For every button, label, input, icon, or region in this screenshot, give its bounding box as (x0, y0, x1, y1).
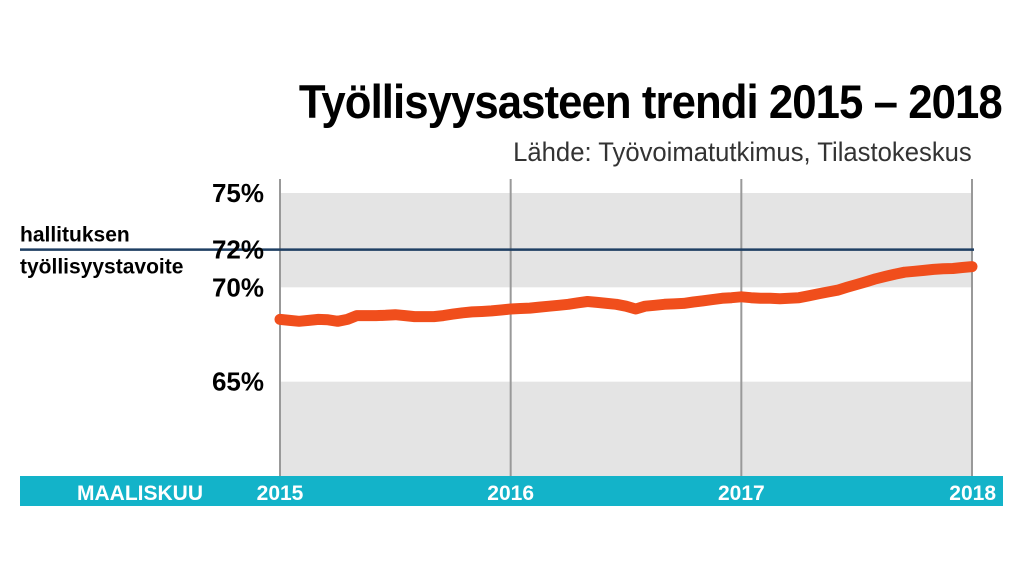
x-start-label: MAALISKUU (77, 482, 203, 505)
x-tick-labels: 2015 2016 2017 2018 (257, 482, 997, 505)
y-tick-label: 72% (212, 235, 264, 265)
grid-bands (280, 193, 972, 476)
x-tick-label: 2015 (257, 482, 304, 505)
target-label-line-2: työllisyystavoite (20, 256, 183, 279)
x-tick-label: 2016 (487, 482, 534, 505)
target-label-line-1: hallituksen (20, 224, 130, 247)
chart-subtitle: Lähde: Työvoimatutkimus, Tilastokeskus (513, 137, 972, 167)
x-tick-label: 2017 (718, 482, 765, 505)
chart-title: Työllisyysasteen trendi 2015 – 2018 (299, 75, 1003, 128)
vertical-gridlines (279, 179, 973, 476)
y-tick-label: 75% (212, 178, 264, 208)
y-tick-labels: 75% 72% 70% 65% (212, 178, 264, 397)
x-axis-bar (20, 476, 1003, 506)
series-line (274, 261, 978, 327)
grid-band (280, 193, 972, 288)
grid-band (280, 381, 972, 476)
y-tick-label: 70% (212, 272, 264, 302)
y-tick-label: 65% (212, 367, 264, 397)
x-tick-label: 2018 (949, 482, 996, 505)
